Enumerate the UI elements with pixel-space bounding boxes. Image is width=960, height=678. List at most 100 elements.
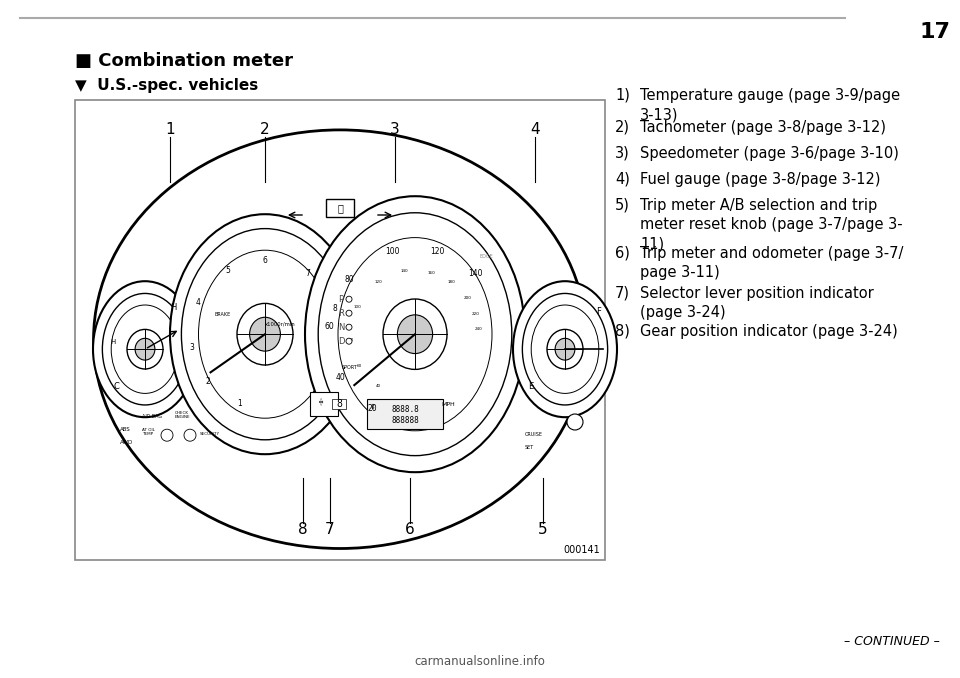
- Text: 5: 5: [539, 523, 548, 538]
- Ellipse shape: [103, 294, 187, 405]
- Text: 17: 17: [919, 22, 950, 42]
- Text: 2): 2): [615, 120, 630, 135]
- Text: 120: 120: [430, 247, 444, 256]
- Text: △
▽: △ ▽: [319, 397, 323, 407]
- Ellipse shape: [547, 330, 583, 369]
- Ellipse shape: [93, 281, 197, 417]
- Text: Trip meter A/B selection and trip
meter reset knob (page 3-7/page 3-
11): Trip meter A/B selection and trip meter …: [640, 198, 902, 252]
- Text: 5): 5): [615, 198, 630, 213]
- Text: 40: 40: [336, 373, 346, 382]
- Text: x1000r/min: x1000r/min: [265, 321, 296, 327]
- Text: 7: 7: [325, 523, 335, 538]
- Text: 6: 6: [263, 256, 268, 264]
- Bar: [310, 392, 338, 416]
- Text: P: P: [339, 295, 344, 304]
- Text: 1): 1): [615, 88, 630, 103]
- Circle shape: [346, 338, 352, 344]
- Text: Temperature gauge (page 3-9/page
3-13): Temperature gauge (page 3-9/page 3-13): [640, 88, 900, 122]
- Ellipse shape: [161, 429, 173, 441]
- Ellipse shape: [555, 338, 575, 360]
- Text: EDGE: EDGE: [480, 254, 493, 259]
- Ellipse shape: [513, 281, 617, 417]
- Text: N: N: [338, 323, 345, 332]
- Text: 8: 8: [332, 304, 337, 313]
- Ellipse shape: [127, 330, 163, 369]
- Text: 7): 7): [615, 286, 630, 301]
- Circle shape: [346, 296, 352, 302]
- Text: C: C: [113, 382, 119, 391]
- Text: 100: 100: [386, 247, 400, 256]
- Text: E: E: [529, 382, 534, 391]
- Text: 20: 20: [368, 404, 377, 413]
- Text: 6: 6: [405, 523, 415, 538]
- Text: 8888.8: 8888.8: [391, 405, 419, 414]
- Ellipse shape: [305, 196, 525, 472]
- Text: 888888: 888888: [391, 416, 419, 424]
- Text: BRAKE: BRAKE: [214, 312, 230, 317]
- Text: Selector lever position indicator
(page 3-24): Selector lever position indicator (page …: [640, 286, 874, 320]
- Text: 1: 1: [165, 123, 175, 138]
- Text: 140: 140: [468, 269, 483, 278]
- Text: F: F: [596, 307, 601, 317]
- Bar: [367, 399, 443, 429]
- Text: 5: 5: [226, 266, 230, 275]
- Text: SET: SET: [525, 445, 535, 450]
- Text: 240: 240: [474, 327, 483, 331]
- Text: Tachometer (page 3-8/page 3-12): Tachometer (page 3-8/page 3-12): [640, 120, 886, 135]
- Text: 80: 80: [345, 275, 354, 283]
- Ellipse shape: [250, 317, 280, 351]
- Ellipse shape: [397, 315, 433, 353]
- Text: 160: 160: [427, 271, 436, 275]
- Ellipse shape: [338, 237, 492, 431]
- Text: 60: 60: [324, 322, 334, 332]
- Text: ⇕: ⇕: [370, 404, 376, 410]
- Text: 3: 3: [189, 342, 195, 352]
- Text: 100: 100: [353, 305, 361, 309]
- Text: SECURITY: SECURITY: [200, 432, 220, 436]
- Text: 🚗: 🚗: [337, 203, 343, 213]
- Text: Gear position indicator (page 3-24): Gear position indicator (page 3-24): [640, 324, 898, 339]
- Ellipse shape: [93, 130, 587, 549]
- Text: 140: 140: [400, 269, 408, 273]
- Ellipse shape: [181, 228, 348, 440]
- Text: D: D: [338, 337, 345, 346]
- Text: 1: 1: [237, 399, 242, 408]
- Text: AT OIL
TEMP: AT OIL TEMP: [142, 428, 155, 436]
- Text: 4: 4: [196, 298, 201, 307]
- Bar: [75, 100, 605, 560]
- Text: 2: 2: [205, 378, 210, 386]
- Text: CRUISE: CRUISE: [525, 432, 543, 437]
- Text: carmanualsonline.info: carmanualsonline.info: [415, 655, 545, 668]
- Text: SPORT: SPORT: [341, 365, 357, 370]
- Text: 2: 2: [260, 123, 270, 138]
- Text: H: H: [110, 340, 115, 345]
- Ellipse shape: [184, 429, 196, 441]
- Bar: [326, 199, 354, 217]
- Text: 3: 3: [390, 123, 400, 138]
- Text: MPH: MPH: [442, 402, 455, 407]
- Text: 6): 6): [615, 246, 630, 261]
- Text: 40: 40: [376, 384, 381, 388]
- Text: Speedometer (page 3-6/page 3-10): Speedometer (page 3-6/page 3-10): [640, 146, 899, 161]
- Ellipse shape: [567, 414, 583, 430]
- Circle shape: [346, 324, 352, 330]
- Ellipse shape: [170, 214, 360, 454]
- Ellipse shape: [111, 305, 179, 393]
- Ellipse shape: [237, 303, 293, 365]
- Text: 000141: 000141: [564, 545, 600, 555]
- Text: ▼  U.S.-spec. vehicles: ▼ U.S.-spec. vehicles: [75, 78, 258, 93]
- Text: AIR BAG: AIR BAG: [142, 414, 162, 419]
- Ellipse shape: [135, 338, 155, 360]
- Circle shape: [346, 311, 352, 316]
- Text: 8): 8): [615, 324, 630, 339]
- Bar: [332, 399, 346, 409]
- Text: H: H: [171, 302, 177, 311]
- Text: ABS: ABS: [120, 427, 131, 432]
- Text: 3): 3): [615, 146, 630, 161]
- Text: 4: 4: [530, 123, 540, 138]
- Ellipse shape: [318, 213, 512, 456]
- Text: CHECK
ENGINE: CHECK ENGINE: [175, 411, 191, 419]
- Text: – CONTINUED –: – CONTINUED –: [844, 635, 940, 648]
- Text: 200: 200: [464, 296, 471, 300]
- Text: 4): 4): [615, 172, 630, 187]
